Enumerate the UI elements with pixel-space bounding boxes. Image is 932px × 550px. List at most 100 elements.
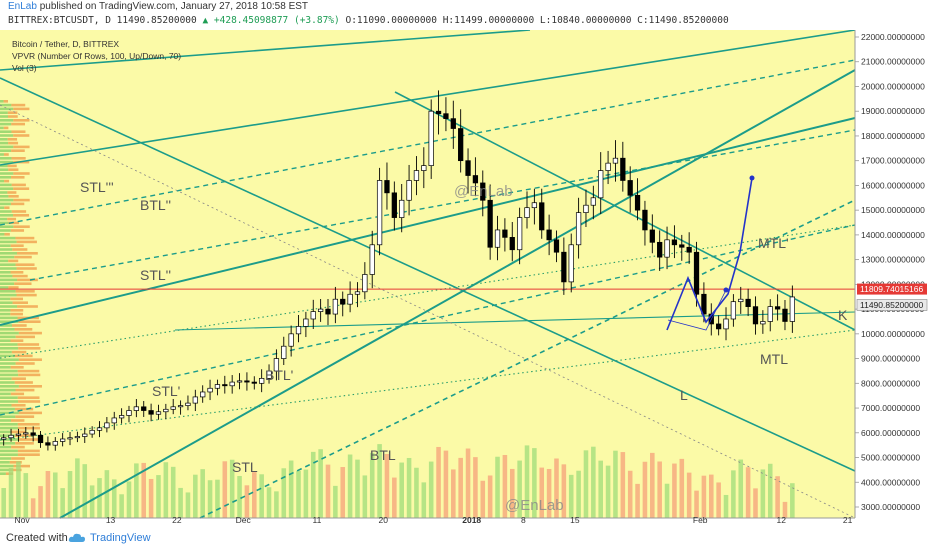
- vpvr-bar-down: [13, 145, 30, 149]
- vpvr-bar-up: [0, 138, 8, 141]
- volume-bar-up: [568, 474, 574, 518]
- vpvr-bar-up: [0, 350, 12, 354]
- vpvr-bar-up: [0, 316, 18, 320]
- vpvr-bar-up: [0, 229, 11, 232]
- volume-bar-down: [679, 458, 685, 518]
- volume-bar-down: [672, 463, 677, 518]
- volume-bar-up: [517, 460, 522, 518]
- volume-bar-down: [708, 474, 714, 518]
- vpvr-bar-up: [0, 157, 12, 160]
- vpvr-bar-up: [0, 107, 14, 111]
- volume-bar-up: [428, 461, 434, 518]
- vpvr-bar-up: [0, 415, 16, 418]
- annotation-label: L: [680, 387, 688, 403]
- trendline: [0, 30, 856, 166]
- volume-bar-up: [200, 469, 205, 518]
- vpvr-bar-down: [16, 293, 37, 297]
- price-tick-label: 10000.00000000: [861, 329, 925, 339]
- vpvr-bar-up: [0, 343, 18, 346]
- vpvr-bar-up: [0, 324, 12, 327]
- candle-down: [37, 434, 44, 444]
- volume-bar-up: [16, 461, 21, 518]
- price-chart[interactable]: STL''' BTL'' STL'' STL' BTL' STL BTL @EnLab @EnL…: [0, 30, 932, 528]
- vpvr-bar-down: [10, 366, 24, 369]
- time-tick-label: 13: [106, 515, 116, 525]
- price-tick-label: 21000.00000000: [861, 57, 925, 67]
- candle-up: [347, 293, 353, 305]
- volume-bar-up: [576, 470, 581, 518]
- price-tick-label: 17000.00000000: [861, 156, 925, 166]
- vpvr-bar-up: [0, 377, 12, 380]
- vpvr-bar-up: [0, 274, 13, 278]
- vpvr-bar-down: [12, 301, 28, 304]
- volume-bar-up: [266, 487, 272, 518]
- vpvr-bar-down: [8, 195, 19, 198]
- vpvr-bar-up: [0, 259, 9, 263]
- price-tick-label: 8000.00000000: [861, 378, 920, 388]
- candles: [1, 90, 795, 451]
- vpvr-bar-down: [17, 396, 40, 399]
- candle-down: [553, 239, 560, 253]
- annotation-label: MTL': [758, 235, 789, 251]
- candle-down: [539, 202, 545, 231]
- volume-bar-up: [605, 465, 611, 518]
- vpvr-bar-down: [15, 290, 35, 293]
- volume-bar-down: [38, 486, 43, 518]
- vpvr-bar-up: [0, 301, 13, 304]
- volume-bar-up: [760, 469, 766, 518]
- vpvr-bar-up: [0, 134, 14, 137]
- volume-bar-up: [524, 445, 530, 518]
- price-tick-label: 13000.00000000: [861, 255, 925, 265]
- vpvr-bar-down: [15, 442, 34, 445]
- volume-bar-up: [75, 458, 80, 518]
- volume-bar-down: [561, 464, 567, 518]
- vpvr-bar-down: [11, 377, 26, 380]
- volume-bar-up: [767, 463, 773, 518]
- vpvr-bar-up: [0, 388, 16, 392]
- candle-up: [200, 391, 206, 398]
- tradingview-link[interactable]: TradingView: [90, 532, 151, 544]
- vpvr-bar-up: [0, 472, 6, 475]
- candle-up: [413, 170, 420, 181]
- vpvr-bar-down: [13, 464, 30, 468]
- volume-bar-up: [170, 466, 176, 518]
- annotation-label: BTL: [370, 447, 396, 463]
- volume-bar-up: [97, 478, 102, 518]
- time-axis[interactable]: Nov 13 22 Dec 11 20 2018 8 15 Feb 12 21: [0, 515, 855, 525]
- volume-bar-up: [591, 446, 596, 518]
- price-tick-label: 7000.00000000: [861, 403, 920, 413]
- annotation-label: BTL'': [140, 197, 171, 213]
- candle-down: [752, 306, 759, 325]
- arrow-head: [749, 175, 755, 181]
- price-tag-red: 11809.74015166: [857, 283, 927, 295]
- candle-down: [391, 192, 397, 218]
- chart-header: EnLab published on TradingView.com, Janu…: [0, 0, 932, 30]
- candle-up: [428, 110, 434, 166]
- price-tag-last-text: 11490.85200000: [860, 300, 923, 310]
- author-link[interactable]: EnLab: [8, 1, 37, 12]
- candle-up: [67, 437, 73, 440]
- candle-down: [679, 244, 685, 248]
- candle-up: [259, 378, 265, 384]
- volume-bar-down: [244, 485, 250, 518]
- vpvr-bar-up: [0, 119, 14, 122]
- volume-bar-down: [148, 478, 154, 518]
- price-tag-red-text: 11809.74015166: [860, 284, 923, 294]
- annotation-label: STL: [232, 459, 258, 475]
- candle-down: [716, 323, 722, 330]
- vpvr-bar-down: [13, 172, 30, 175]
- volume-bar-up: [664, 483, 670, 518]
- vpvr-bar-down: [14, 381, 33, 384]
- candle-up: [575, 212, 582, 246]
- vpvr-bar-up: [0, 198, 14, 202]
- candle-up: [598, 170, 604, 199]
- vpvr-bar-down: [15, 335, 35, 339]
- volume-bar-up: [406, 457, 412, 518]
- vpvr-bar-up: [0, 312, 11, 316]
- vpvr-bar-up: [0, 381, 15, 384]
- volume-bar-down: [465, 448, 471, 518]
- vpvr-bar-up: [0, 423, 18, 426]
- created-with-label: Created with: [6, 532, 68, 544]
- vpvr-bar-down: [17, 305, 38, 308]
- vpvr-bar-down: [11, 324, 27, 327]
